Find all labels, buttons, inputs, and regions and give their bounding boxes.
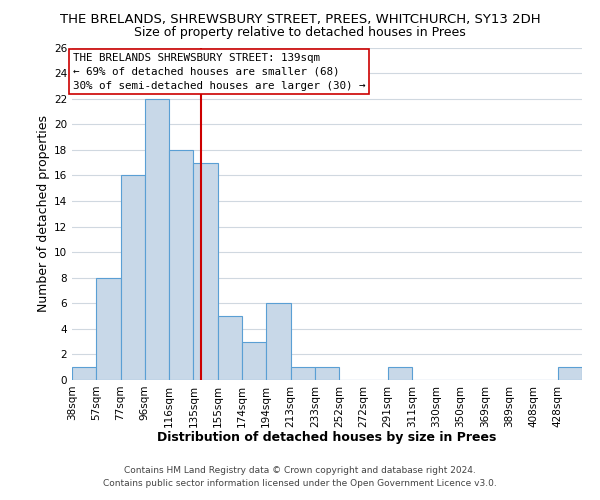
Bar [193, 162, 218, 380]
Bar [96, 278, 121, 380]
Bar [218, 316, 242, 380]
Bar [315, 367, 339, 380]
Text: Size of property relative to detached houses in Prees: Size of property relative to detached ho… [134, 26, 466, 39]
Text: THE BRELANDS SHREWSBURY STREET: 139sqm
← 69% of detached houses are smaller (68): THE BRELANDS SHREWSBURY STREET: 139sqm ←… [73, 52, 365, 90]
Text: THE BRELANDS, SHREWSBURY STREET, PREES, WHITCHURCH, SY13 2DH: THE BRELANDS, SHREWSBURY STREET, PREES, … [59, 12, 541, 26]
Bar [558, 367, 582, 380]
X-axis label: Distribution of detached houses by size in Prees: Distribution of detached houses by size … [157, 431, 497, 444]
Bar [169, 150, 193, 380]
Bar [266, 304, 290, 380]
Bar [388, 367, 412, 380]
Bar [145, 98, 169, 380]
Bar [72, 367, 96, 380]
Bar [121, 176, 145, 380]
Y-axis label: Number of detached properties: Number of detached properties [37, 116, 50, 312]
Bar [290, 367, 315, 380]
Text: Contains HM Land Registry data © Crown copyright and database right 2024.
Contai: Contains HM Land Registry data © Crown c… [103, 466, 497, 487]
Bar [242, 342, 266, 380]
